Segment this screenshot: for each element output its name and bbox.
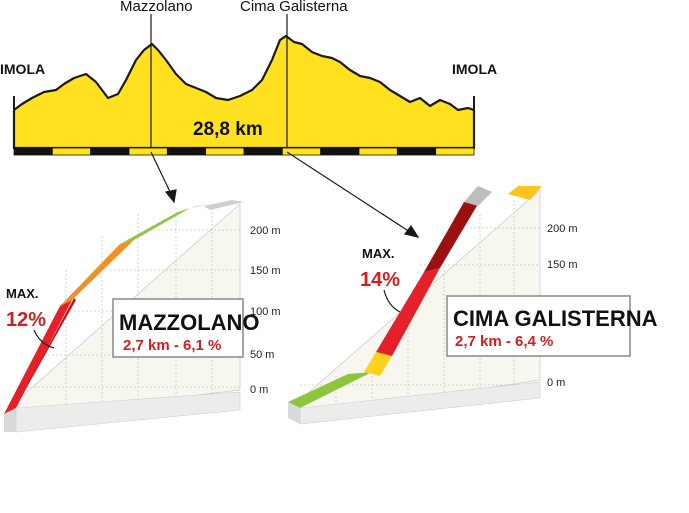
climb2-seg-grey — [464, 186, 492, 206]
km-bar-segment — [13, 147, 53, 156]
connector-arrows — [150, 151, 420, 238]
km-bar-segment — [128, 147, 168, 156]
climb1-front-face — [4, 408, 16, 432]
climb2-name-label: Cima Galisterna — [240, 0, 348, 15]
km-bar-segment — [243, 147, 283, 156]
climb1-title: MAZZOLANO — [119, 310, 260, 335]
climb2-tick-0: 0 m — [547, 377, 565, 389]
km-bar-segment — [320, 147, 360, 156]
climb2-max-pointer — [383, 289, 401, 313]
climb2-seg-red — [376, 268, 440, 356]
climb2-max-label: MAX. — [362, 246, 395, 261]
climb1-tick-100: 100 m — [250, 306, 281, 318]
climb1-seg-green — [120, 208, 190, 244]
climb1-tick-50: 50 m — [250, 349, 274, 361]
climb1-tick-150: 150 m — [250, 265, 281, 277]
climb2-tick-150: 150 m — [547, 259, 578, 271]
km-bar-segment — [281, 147, 322, 156]
climb2-seg-green — [288, 372, 372, 408]
climb1-seg-red — [4, 300, 72, 414]
climb1-arrowhead — [164, 189, 177, 204]
km-bar-segment — [396, 147, 437, 156]
climb1-max-label: MAX. — [6, 286, 39, 301]
climb2-tick-200: 200 m — [547, 223, 578, 235]
climb1-seg-orange — [60, 240, 134, 306]
climb1-max-pointer — [33, 329, 55, 349]
overview-elevation-area — [12, 34, 476, 150]
km-bar-segment — [51, 147, 92, 156]
climb2-max-value: 14% — [360, 269, 400, 291]
climb1-connector-arrow — [150, 151, 173, 197]
climb2-seg-darkred — [424, 202, 478, 272]
climb2-connector-arrow — [286, 151, 411, 233]
climb1-name-label: Mazzolano — [120, 0, 193, 15]
climb1-tick-200: 200 m — [250, 225, 281, 237]
climb1-profile: 200 m 150 m 100 m 50 m 0 m MAX. 12% MAZZ… — [4, 200, 281, 433]
climb2-seg-top-yellow — [508, 186, 542, 200]
climb1-seg-red2 — [14, 298, 76, 410]
km-bar-segment — [435, 147, 475, 156]
climb2-arrowhead — [403, 224, 420, 238]
climb2-title: CIMA GALISTERNA — [453, 306, 658, 331]
finish-label: IMOLA — [452, 61, 497, 77]
climb1-info-box — [112, 298, 244, 358]
overview-profile: IMOLA IMOLA Mazzolano Cima Galisterna 28… — [0, 0, 497, 156]
climb1-stats: 2,7 km - 6,1 % — [123, 337, 221, 354]
climb2-seg-yellow — [364, 352, 392, 376]
km-bar — [13, 147, 475, 156]
km-bar-segment — [90, 147, 130, 156]
climb2-stats: 2,7 km - 6,4 % — [455, 333, 553, 350]
climb1-base — [15, 391, 241, 433]
km-bar-segment — [166, 147, 207, 156]
total-distance-label: 28,8 km — [193, 119, 263, 140]
climb2-profile: 200 m 150 m 0 m MAX. 14% CIMA GALISTERNA… — [288, 186, 658, 425]
climb2-front-face — [288, 402, 300, 424]
climb1-seg-grey2 — [204, 200, 244, 210]
start-label: IMOLA — [0, 61, 45, 77]
climb1-tick-0: 0 m — [250, 384, 268, 396]
km-bar-segment — [205, 147, 245, 156]
climb1-max-value: 12% — [6, 309, 46, 331]
climb2-base — [299, 381, 541, 425]
km-bar-segment — [358, 147, 398, 156]
climb2-info-box — [446, 295, 631, 357]
